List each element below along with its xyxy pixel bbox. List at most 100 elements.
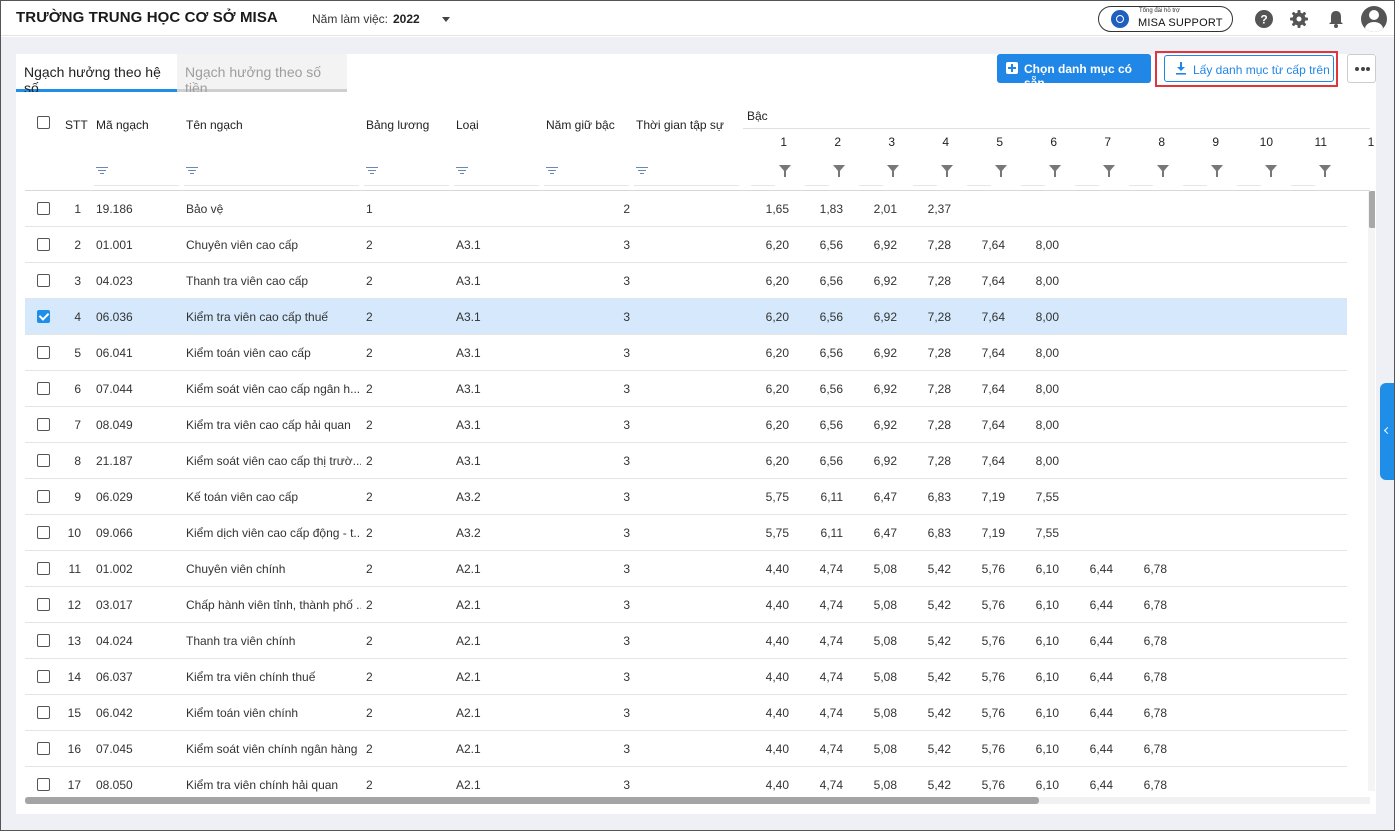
row-checkbox[interactable] [37, 670, 50, 683]
filter-field-probation[interactable] [634, 185, 739, 186]
vertical-scrollbar[interactable] [1368, 191, 1375, 791]
row-checkbox[interactable] [37, 706, 50, 719]
horizontal-scrollbar[interactable] [25, 797, 1370, 804]
filter-icon[interactable] [636, 167, 648, 175]
col-type[interactable]: Loại [456, 118, 479, 132]
row-grade-value: 6,92 [873, 454, 897, 468]
table-row[interactable]: 6 07.044 Kiểm soát viên cao cấp ngân h... 2… [25, 371, 1347, 407]
filter-field-type[interactable] [454, 185, 539, 186]
filter-field-code[interactable] [94, 185, 179, 186]
more-options-button[interactable] [1347, 54, 1376, 83]
table-row[interactable]: 14 06.037 Kiểm tra viên chính thuế 2 A2.1 3 4,… [25, 659, 1347, 695]
table-row[interactable]: 12 03.017 Chấp hành viên tỉnh, thành phố .… [25, 587, 1347, 623]
table-row[interactable]: 3 04.023 Thanh tra viên cao cấp 2 A3.1 3 6,20 6… [25, 263, 1347, 299]
grade-filter-field[interactable] [1021, 185, 1045, 186]
row-salary-table: 2 [366, 670, 373, 684]
bell-icon[interactable] [1326, 9, 1346, 29]
fetch-from-superior-button[interactable]: Lấy danh mục từ cấp trên [1164, 55, 1334, 82]
gear-icon[interactable] [1289, 9, 1309, 29]
table-row[interactable]: 16 07.045 Kiểm soát viên chính ngân hàng 2 A… [25, 731, 1347, 767]
col-salary-table[interactable]: Bảng lương [366, 118, 430, 132]
filter-icon[interactable] [186, 167, 198, 175]
row-checkbox[interactable] [37, 454, 50, 467]
grade-filter-field[interactable] [1237, 185, 1261, 186]
funnel-filter-icon[interactable] [995, 165, 1007, 177]
row-checkbox[interactable] [37, 310, 50, 323]
table-row[interactable]: 15 06.042 Kiểm toán viên chính 2 A2.1 3 4,40 4,… [25, 695, 1347, 731]
grade-filter-field[interactable] [859, 185, 883, 186]
chevron-down-icon[interactable] [442, 17, 450, 22]
funnel-filter-icon[interactable] [887, 165, 899, 177]
row-checkbox[interactable] [37, 238, 50, 251]
funnel-filter-icon[interactable] [833, 165, 845, 177]
row-grade-value: 5,08 [873, 742, 897, 756]
row-checkbox[interactable] [37, 346, 50, 359]
funnel-filter-icon[interactable] [1103, 165, 1115, 177]
funnel-filter-icon[interactable] [1265, 165, 1277, 177]
funnel-filter-icon[interactable] [779, 165, 791, 177]
help-icon[interactable]: ? [1254, 9, 1274, 29]
filter-icon[interactable] [456, 167, 468, 175]
grade-filter-field[interactable] [751, 185, 775, 186]
grade-filter-field[interactable] [913, 185, 937, 186]
row-salary-table: 1 [366, 202, 373, 216]
row-name: Kiểm toán viên chính [186, 706, 299, 720]
filter-icon[interactable] [366, 167, 378, 175]
table-row[interactable]: 13 04.024 Thanh tra viên chính 2 A2.1 3 4,40 4,… [25, 623, 1347, 659]
funnel-filter-icon[interactable] [1157, 165, 1169, 177]
col-years[interactable]: Năm giữ bậc [546, 118, 615, 132]
grade-filter-field[interactable] [967, 185, 991, 186]
row-checkbox[interactable] [37, 634, 50, 647]
avatar[interactable] [1361, 6, 1387, 32]
main-content: Ngạch hưởng theo hệ số Ngạch hưởng theo … [1, 37, 1394, 830]
table-row[interactable]: 5 06.041 Kiểm toán viên cao cấp 2 A3.1 3 6,20 6… [25, 335, 1347, 371]
funnel-filter-icon[interactable] [1049, 165, 1061, 177]
row-type: A3.1 [456, 382, 481, 396]
misa-support-button[interactable]: Tổng đài hỗ trợ MISA SUPPORT [1098, 6, 1233, 32]
tab-coefficient[interactable]: Ngạch hưởng theo hệ số [16, 54, 177, 96]
row-grade-value: 6,92 [873, 382, 897, 396]
grade-filter-field[interactable] [1183, 185, 1207, 186]
grade-filter-field[interactable] [1075, 185, 1099, 186]
row-checkbox[interactable] [37, 742, 50, 755]
funnel-filter-icon[interactable] [1211, 165, 1223, 177]
row-checkbox[interactable] [37, 598, 50, 611]
table-row[interactable]: 4 06.036 Kiểm tra viên cao cấp thuế 2 A3.1 3 6… [25, 299, 1347, 335]
col-probation[interactable]: Thời gian tập sự [636, 118, 724, 132]
row-checkbox[interactable] [37, 202, 50, 215]
row-checkbox[interactable] [37, 778, 50, 791]
table-row[interactable]: 10 09.066 Kiểm dịch viên cao cấp động - t.… [25, 515, 1347, 551]
row-checkbox[interactable] [37, 418, 50, 431]
grade-filter-field[interactable] [1129, 185, 1153, 186]
row-checkbox[interactable] [37, 382, 50, 395]
filter-icon[interactable] [546, 167, 558, 175]
row-checkbox[interactable] [37, 526, 50, 539]
row-grade-value: 6,10 [1035, 562, 1059, 576]
year-select[interactable]: 2022 [393, 12, 420, 26]
col-code[interactable]: Mã ngạch [96, 118, 149, 132]
row-checkbox[interactable] [37, 490, 50, 503]
funnel-filter-icon[interactable] [1319, 165, 1331, 177]
filter-field-name[interactable] [184, 185, 359, 186]
col-name[interactable]: Tên ngạch [186, 118, 243, 132]
table-row[interactable]: 7 08.049 Kiểm tra viên cao cấp hải quan 2 A3… [25, 407, 1347, 443]
table-row[interactable]: 1 19.186 Bảo vệ 1 2 1,65 1,83 2,01 2,37 [25, 191, 1347, 227]
row-checkbox[interactable] [37, 562, 50, 575]
filter-field-table[interactable] [364, 185, 449, 186]
table-row[interactable]: 2 01.001 Chuyên viên cao cấp 2 A3.1 3 6,20 6,56… [25, 227, 1347, 263]
funnel-filter-icon[interactable] [941, 165, 953, 177]
filter-icon[interactable] [96, 167, 108, 175]
filter-field-years[interactable] [544, 185, 629, 186]
select-all-checkbox[interactable] [37, 116, 50, 129]
collapse-panel-handle[interactable] [1380, 383, 1394, 480]
table-row[interactable]: 8 21.187 Kiểm soát viên cao cấp thị trườ..… [25, 443, 1347, 479]
table-row[interactable]: 9 06.029 Kế toán viên cao cấp 2 A3.2 3 5,75 6,1… [25, 479, 1347, 515]
tab-amount[interactable]: Ngạch hưởng theo số tiền [177, 54, 347, 96]
grade-filter-field[interactable] [1291, 185, 1315, 186]
vertical-scroll-thumb[interactable] [1369, 191, 1375, 228]
row-checkbox[interactable] [37, 274, 50, 287]
choose-catalog-button[interactable]: Chọn danh mục có sẵn [997, 54, 1151, 90]
table-row[interactable]: 11 01.002 Chuyên viên chính 2 A2.1 3 4,40 4,74 5… [25, 551, 1347, 587]
horizontal-scroll-thumb[interactable] [25, 797, 1039, 804]
grade-filter-field[interactable] [805, 185, 829, 186]
